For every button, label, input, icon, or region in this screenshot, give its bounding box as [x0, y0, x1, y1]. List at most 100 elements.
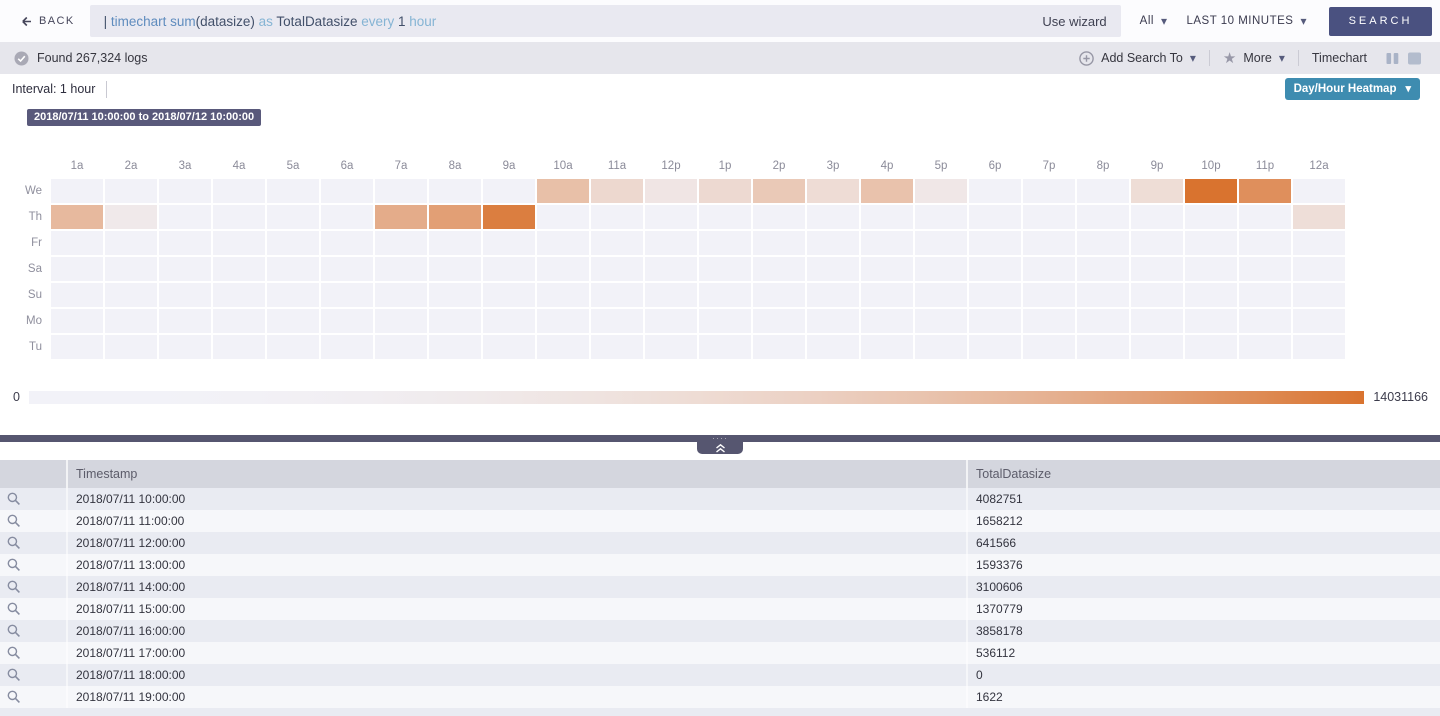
heatmap-cell[interactable]: [699, 283, 751, 307]
add-search-to-dropdown[interactable]: Add Search To ▾: [1079, 50, 1196, 66]
heatmap-cell[interactable]: [699, 257, 751, 281]
heatmap-cell[interactable]: [1131, 309, 1183, 333]
table-row[interactable]: 2018/07/11 17:00:00 536112: [0, 642, 1440, 664]
heatmap-cell[interactable]: [1023, 309, 1075, 333]
table-row[interactable]: 2018/07/11 10:00:00 4082751: [0, 488, 1440, 510]
heatmap-cell[interactable]: [591, 309, 643, 333]
heatmap-cell[interactable]: [969, 231, 1021, 255]
scope-dropdown[interactable]: All ▾: [1140, 15, 1168, 27]
heatmap-cell[interactable]: [267, 231, 319, 255]
row-inspect-button[interactable]: [0, 598, 68, 620]
heatmap-view-icon[interactable]: [1407, 51, 1422, 66]
heatmap-cell[interactable]: [159, 205, 211, 229]
heatmap-cell[interactable]: [645, 283, 697, 307]
heatmap-cell[interactable]: [537, 283, 589, 307]
heatmap-cell[interactable]: [537, 231, 589, 255]
heatmap-cell[interactable]: [429, 179, 481, 203]
heatmap-cell[interactable]: [645, 335, 697, 359]
heatmap-cell[interactable]: [861, 335, 913, 359]
heatmap-cell[interactable]: [51, 309, 103, 333]
heatmap-cell[interactable]: [1293, 309, 1345, 333]
heatmap-cell[interactable]: [483, 231, 535, 255]
heatmap-cell[interactable]: [915, 257, 967, 281]
heatmap-cell[interactable]: [213, 205, 265, 229]
heatmap-cell[interactable]: [699, 205, 751, 229]
heatmap-cell[interactable]: [1023, 335, 1075, 359]
heatmap-cell[interactable]: [213, 283, 265, 307]
chart-type-dropdown[interactable]: Day/Hour Heatmap ▾: [1284, 78, 1420, 100]
heatmap-cell[interactable]: [1239, 257, 1291, 281]
heatmap-cell[interactable]: [591, 283, 643, 307]
heatmap-cell[interactable]: [645, 257, 697, 281]
row-inspect-button[interactable]: [0, 488, 68, 510]
heatmap-cell[interactable]: [1293, 257, 1345, 281]
heatmap-cell[interactable]: [1131, 283, 1183, 307]
heatmap-cell[interactable]: [1023, 179, 1075, 203]
heatmap-cell[interactable]: [915, 179, 967, 203]
heatmap-cell[interactable]: [321, 179, 373, 203]
bar-chart-view-icon[interactable]: [1385, 51, 1400, 66]
heatmap-cell[interactable]: [699, 231, 751, 255]
heatmap-cell[interactable]: [51, 257, 103, 281]
heatmap-cell[interactable]: [267, 283, 319, 307]
heatmap-cell[interactable]: [1185, 335, 1237, 359]
table-row[interactable]: 2018/07/11 18:00:00 0: [0, 664, 1440, 686]
heatmap-cell[interactable]: [969, 205, 1021, 229]
heatmap-cell[interactable]: [861, 257, 913, 281]
heatmap-cell[interactable]: [753, 231, 805, 255]
table-row[interactable]: 2018/07/11 12:00:00 641566: [0, 532, 1440, 554]
heatmap-cell[interactable]: [807, 309, 859, 333]
heatmap-cell[interactable]: [591, 335, 643, 359]
use-wizard-link[interactable]: Use wizard: [1042, 13, 1107, 29]
heatmap-cell[interactable]: [1077, 309, 1129, 333]
heatmap-cell[interactable]: [1077, 283, 1129, 307]
heatmap-cell[interactable]: [537, 309, 589, 333]
time-range-dropdown[interactable]: LAST 10 MINUTES ▾: [1186, 15, 1307, 27]
heatmap-cell[interactable]: [1023, 205, 1075, 229]
heatmap-cell[interactable]: [51, 283, 103, 307]
heatmap-cell[interactable]: [807, 179, 859, 203]
divider-drag-handle[interactable]: [0, 435, 1440, 442]
heatmap-cell[interactable]: [537, 179, 589, 203]
heatmap-cell[interactable]: [915, 309, 967, 333]
heatmap-cell[interactable]: [51, 231, 103, 255]
heatmap-cell[interactable]: [159, 335, 211, 359]
heatmap-cell[interactable]: [267, 205, 319, 229]
heatmap-cell[interactable]: [105, 231, 157, 255]
heatmap-cell[interactable]: [105, 309, 157, 333]
heatmap-cell[interactable]: [807, 283, 859, 307]
heatmap-cell[interactable]: [483, 309, 535, 333]
heatmap-cell[interactable]: [861, 231, 913, 255]
heatmap-cell[interactable]: [1239, 335, 1291, 359]
heatmap-cell[interactable]: [969, 335, 1021, 359]
heatmap-cell[interactable]: [321, 231, 373, 255]
heatmap-cell[interactable]: [267, 309, 319, 333]
heatmap-cell[interactable]: [483, 257, 535, 281]
heatmap-cell[interactable]: [321, 205, 373, 229]
heatmap-cell[interactable]: [429, 205, 481, 229]
heatmap-cell[interactable]: [51, 179, 103, 203]
heatmap-cell[interactable]: [159, 283, 211, 307]
heatmap-cell[interactable]: [1077, 335, 1129, 359]
heatmap-cell[interactable]: [429, 335, 481, 359]
heatmap-cell[interactable]: [375, 335, 427, 359]
heatmap-cell[interactable]: [699, 179, 751, 203]
heatmap-cell[interactable]: [645, 205, 697, 229]
heatmap-cell[interactable]: [213, 335, 265, 359]
heatmap-cell[interactable]: [645, 179, 697, 203]
table-row[interactable]: 2018/07/11 13:00:00 1593376: [0, 554, 1440, 576]
heatmap-cell[interactable]: [1293, 231, 1345, 255]
heatmap-cell[interactable]: [429, 283, 481, 307]
heatmap-cell[interactable]: [1239, 231, 1291, 255]
heatmap-cell[interactable]: [105, 335, 157, 359]
row-inspect-button[interactable]: [0, 664, 68, 686]
search-button[interactable]: SEARCH: [1329, 6, 1432, 36]
back-button[interactable]: BACK: [0, 15, 90, 27]
heatmap-cell[interactable]: [375, 257, 427, 281]
heatmap-cell[interactable]: [1185, 205, 1237, 229]
heatmap-cell[interactable]: [753, 257, 805, 281]
heatmap-cell[interactable]: [1077, 257, 1129, 281]
heatmap-cell[interactable]: [51, 205, 103, 229]
heatmap-cell[interactable]: [807, 335, 859, 359]
heatmap-cell[interactable]: [969, 309, 1021, 333]
